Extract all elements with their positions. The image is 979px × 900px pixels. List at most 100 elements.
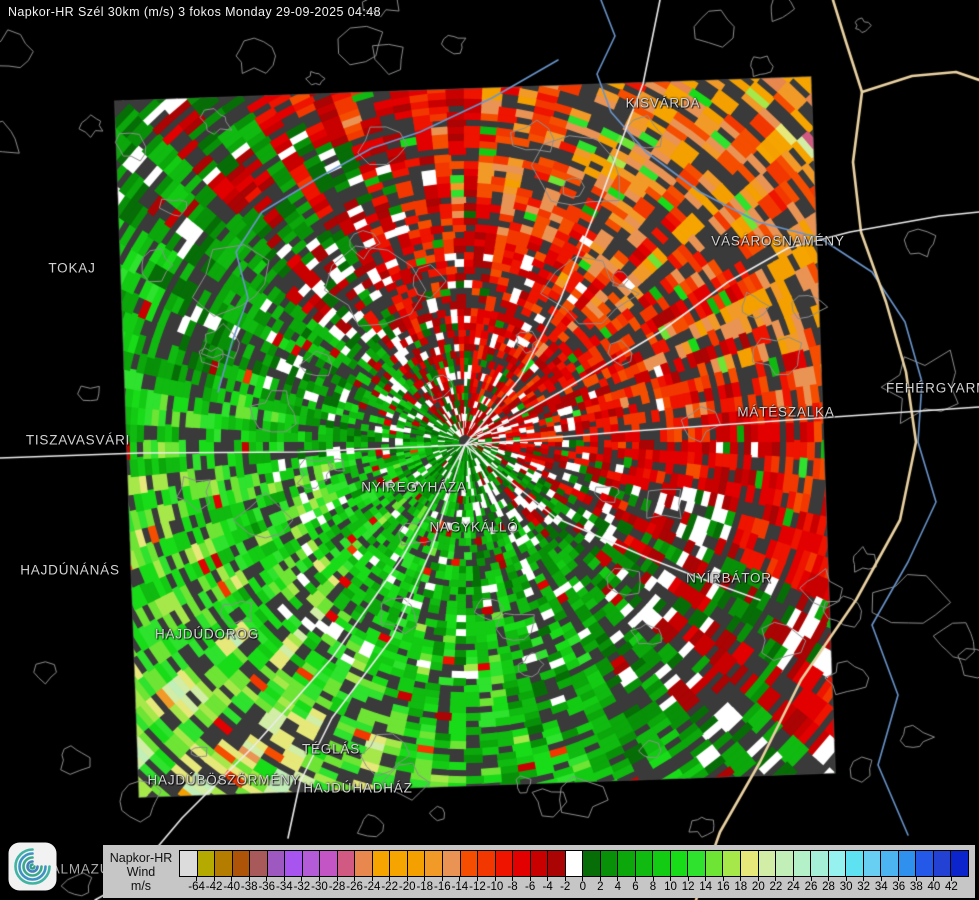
city-label: HAJDÚNÁNÁS <box>20 562 120 578</box>
legend-tick <box>494 877 496 881</box>
legend-tick <box>318 877 320 881</box>
legend-swatch <box>424 850 443 877</box>
legend-tick <box>231 877 233 881</box>
legend-tick-label: -34 <box>276 881 293 893</box>
legend-swatch <box>249 850 268 877</box>
legend-tick <box>757 877 759 881</box>
legend-tick-label: -24 <box>363 881 381 893</box>
legend-tick-label: -38 <box>240 881 258 893</box>
legend-swatch <box>932 850 952 877</box>
legend-swatch <box>459 850 479 877</box>
legend-swatch <box>266 850 286 877</box>
legend-tick <box>687 877 689 881</box>
legend-tick-label: -42 <box>205 881 223 893</box>
legend-tick <box>599 877 601 881</box>
legend-tick-label: 34 <box>874 881 888 893</box>
legend-tick <box>810 877 812 881</box>
legend-tick <box>634 877 636 881</box>
legend-tick <box>512 877 514 881</box>
legend-unit-label: m/s <box>130 878 152 893</box>
legend-tick-label: 8 <box>649 881 657 893</box>
legend-tick-label: -8 <box>507 881 518 893</box>
legend-swatch <box>757 850 777 877</box>
header-title: Napkor-HR Szél 30km (m/s) 3 fokos Monday… <box>8 5 381 19</box>
legend-tick <box>547 877 549 881</box>
legend-tick <box>213 877 215 881</box>
legend-swatch <box>599 850 619 877</box>
legend-tick-label: -12 <box>469 881 486 893</box>
legend-swatch <box>564 850 584 877</box>
city-label: TÉGLÁS <box>301 741 361 757</box>
legend-tick-label: 2 <box>597 881 604 893</box>
legend-tick <box>670 877 672 881</box>
legend-tick-label: 38 <box>909 881 923 893</box>
legend-tick-label: 18 <box>734 881 748 893</box>
legend-tick <box>582 877 584 881</box>
app-logo <box>8 842 57 891</box>
legend-swatch <box>284 850 303 877</box>
legend-tick-label: 28 <box>822 881 835 893</box>
legend-swatch <box>529 850 549 877</box>
legend-tick <box>459 877 461 881</box>
legend-tick-label: 0 <box>579 881 586 893</box>
legend-swatch <box>582 850 601 877</box>
legend-tick <box>389 877 391 881</box>
legend-tick-label: -2 <box>560 881 571 893</box>
legend-swatch <box>389 850 408 877</box>
legend-title-block: Napkor-HR Wind m/s <box>103 845 179 898</box>
legend-tick-label: 26 <box>804 881 818 893</box>
legend-swatch <box>371 850 391 877</box>
legend-swatch <box>845 850 864 877</box>
legend-tick-label: -22 <box>381 881 398 893</box>
legend-panel: Napkor-HR Wind m/s -64 -42 -40 -38 -36 -34 -32… <box>103 845 975 898</box>
legend-swatch <box>652 850 671 877</box>
legend-tick <box>705 877 707 881</box>
legend-tick <box>722 877 724 881</box>
legend-swatch <box>196 850 216 877</box>
legend-tick <box>933 877 935 881</box>
legend-swatch <box>897 850 917 877</box>
legend-color-scale: -64 -42 -40 -38 -36 -34 -32 -30 -28 -26 -24 -22 -20-… <box>179 850 969 898</box>
legend-tick-label: -6 <box>524 881 536 893</box>
legend-tick-label: -18 <box>416 881 434 893</box>
city-label: VÁSÁROSNAMÉNY <box>711 233 845 249</box>
legend-swatch <box>950 850 969 877</box>
legend-tick-label: -14 <box>451 881 469 893</box>
legend-swatch <box>441 850 461 877</box>
legend-swatch <box>862 850 882 877</box>
legend-tick <box>441 877 443 881</box>
legend-swatch <box>810 850 829 877</box>
legend-tick-label: -20 <box>398 881 416 893</box>
legend-swatch <box>915 850 934 877</box>
legend-tick <box>354 877 356 881</box>
legend-tick <box>564 877 566 881</box>
legend-tick-label: 22 <box>769 881 783 893</box>
legend-tick <box>266 877 268 881</box>
legend-tick <box>845 877 847 881</box>
legend-swatch <box>214 850 233 877</box>
legend-swatch <box>722 850 741 877</box>
legend-tick <box>880 877 882 881</box>
legend-quantity-label: Wind <box>126 864 156 879</box>
legend-tick <box>336 877 338 881</box>
legend-tick <box>476 877 478 881</box>
legend-swatch <box>512 850 531 877</box>
legend-tick-label: 30 <box>839 881 853 893</box>
legend-tick <box>828 877 830 881</box>
legend-tick-label: 14 <box>699 881 713 893</box>
legend-tick-label: 40 <box>927 881 941 893</box>
legend-product-label: Napkor-HR <box>109 850 173 865</box>
legend-tick <box>424 877 426 881</box>
legend-tick <box>371 877 373 881</box>
legend-tick-label: 42 <box>945 881 958 893</box>
legend-swatch <box>880 850 899 877</box>
legend-tick <box>617 877 619 881</box>
legend-tick-label: 6 <box>632 881 639 893</box>
legend-tick-label: -64 <box>188 881 205 893</box>
legend-swatch <box>301 850 321 877</box>
legend-tick-label: 10 <box>664 881 677 893</box>
city-label: TISZAVASVÁRI <box>25 432 131 448</box>
legend-tick-label: -26 <box>346 881 363 893</box>
legend-swatch <box>354 850 373 877</box>
